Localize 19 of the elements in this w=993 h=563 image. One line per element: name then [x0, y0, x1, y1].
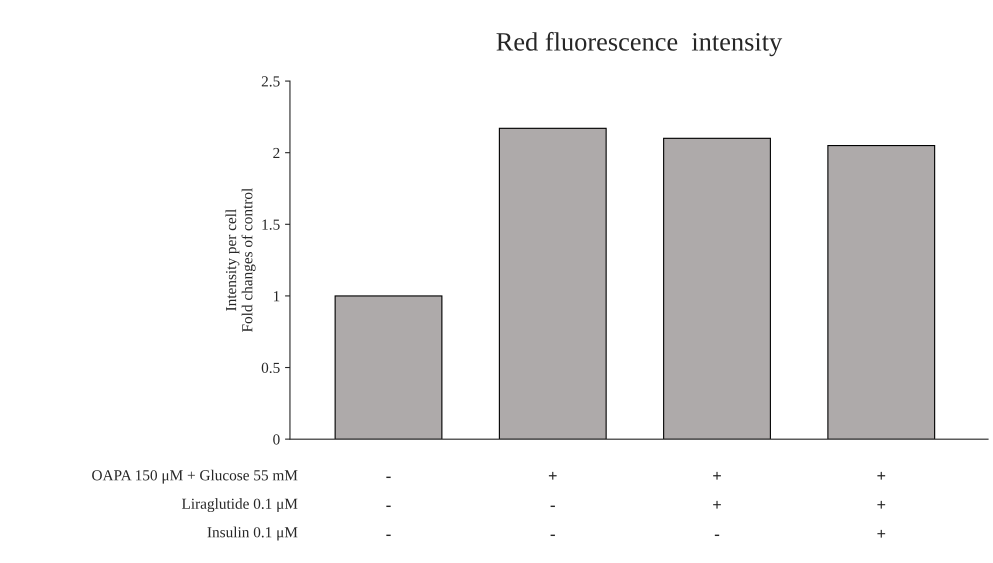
y-tick-label: 1 — [274, 291, 280, 302]
chart-title: Red fluorescence intensity — [496, 32, 782, 56]
y-tick-label: 1.5 — [262, 220, 280, 230]
y-axis-title: Intensity per cell Fold changes of control — [225, 188, 256, 332]
bar — [827, 144, 936, 440]
bar — [663, 138, 771, 440]
category-label: + + + — [877, 472, 886, 538]
text: OAPA 150 μM + Glucose 55 mM — [92, 470, 298, 484]
y-tick-label: 0.5 — [262, 362, 280, 374]
category-label: + - - — [548, 472, 557, 536]
text: Insulin 0.1 μM — [208, 526, 298, 541]
category-label: - - - — [386, 476, 391, 536]
bar — [334, 295, 442, 440]
y-tick-label: 2.5 — [262, 76, 280, 87]
y-tick-label: 0 — [273, 434, 280, 445]
category-label: + + - — [713, 472, 721, 536]
text: Liraglutide 0.1 μM — [182, 498, 298, 512]
y-tick-label: 2 — [273, 148, 280, 158]
bar — [498, 128, 607, 440]
